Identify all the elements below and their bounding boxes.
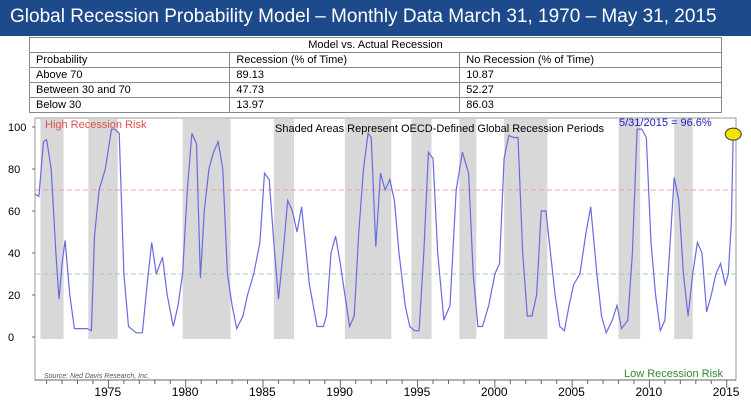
page-title: Global Recession Probability Model – Mon… xyxy=(10,6,717,27)
table-row: Between 30 and 70 47.73 52.27 xyxy=(28,82,722,98)
probability-series-line xyxy=(34,128,734,335)
x-tick-label: 1975 xyxy=(94,385,121,399)
y-tick-label: 60 xyxy=(8,206,20,218)
table-row: Below 30 13.97 86.03 xyxy=(28,97,722,113)
x-tick-label: 1980 xyxy=(172,385,199,399)
x-tick-label: 2015 xyxy=(713,385,740,399)
table-cell: 89.13 xyxy=(229,67,461,83)
source-note: Source: Ned Davis Research, Inc. xyxy=(44,373,149,380)
x-tick-label: 1995 xyxy=(404,385,431,399)
x-tick-label: 2005 xyxy=(558,385,585,399)
table-header: Probability xyxy=(28,52,231,68)
threshold-lines xyxy=(35,189,736,275)
recession-band xyxy=(88,119,118,339)
recession-probability-chart: 0 20 40 60 80 100 1975 1980 1985 1990 1995 2000 200… xyxy=(8,117,742,399)
table-row: Above 70 89.13 10.87 xyxy=(28,67,722,83)
table-cell: 47.73 xyxy=(229,82,461,98)
table-cell: 13.97 xyxy=(229,97,461,113)
y-tick-label: 20 xyxy=(8,290,20,302)
table-header-row: Probability Recession (% of Time) No Rec… xyxy=(28,52,722,68)
recession-band xyxy=(459,119,477,339)
high-risk-label: High Recession Risk xyxy=(45,119,147,131)
x-tick-label: 1985 xyxy=(249,385,276,399)
table-cell: Above 70 xyxy=(28,67,231,83)
recession-band xyxy=(344,119,392,339)
stats-table: Model vs. Actual Recession Probability R… xyxy=(28,37,722,113)
y-tick-label: 40 xyxy=(8,248,20,260)
shaded-note: Shaded Areas Represent OECD-Defined Glob… xyxy=(275,123,604,135)
y-axis: 0 20 40 60 80 100 xyxy=(8,122,35,344)
x-tick-label: 2010 xyxy=(635,385,662,399)
y-tick-label: 100 xyxy=(8,122,26,134)
table-cell: Below 30 xyxy=(28,97,231,113)
table-cell: 10.87 xyxy=(459,67,722,83)
recession-band xyxy=(411,119,432,339)
recession-band xyxy=(273,119,294,339)
table-header: Recession (% of Time) xyxy=(229,52,461,68)
y-tick-label: 80 xyxy=(8,164,20,176)
y-tick-label: 0 xyxy=(8,332,14,344)
x-axis: 1975 1980 1985 1990 1995 2000 2005 2010 2015 xyxy=(35,379,740,399)
x-tick-label: 1990 xyxy=(326,385,353,399)
table-cell: 52.27 xyxy=(459,82,722,98)
table-cell: 86.03 xyxy=(459,97,722,113)
recession-band xyxy=(504,119,548,339)
recession-band xyxy=(618,119,641,339)
table-caption: Model vs. Actual Recession xyxy=(29,37,722,53)
x-tick-label: 2000 xyxy=(481,385,508,399)
recession-band xyxy=(40,119,64,339)
current-value-label: 5/31/2015 = 96.6% xyxy=(619,117,712,129)
low-risk-label: Low Recession Risk xyxy=(624,368,724,380)
current-value-marker xyxy=(724,127,742,141)
recession-shading xyxy=(40,119,693,339)
title-bar: Global Recession Probability Model – Mon… xyxy=(0,0,751,36)
table-header: No Recession (% of Time) xyxy=(459,52,722,68)
table-cell: Between 30 and 70 xyxy=(28,82,231,98)
recession-band xyxy=(674,119,693,339)
